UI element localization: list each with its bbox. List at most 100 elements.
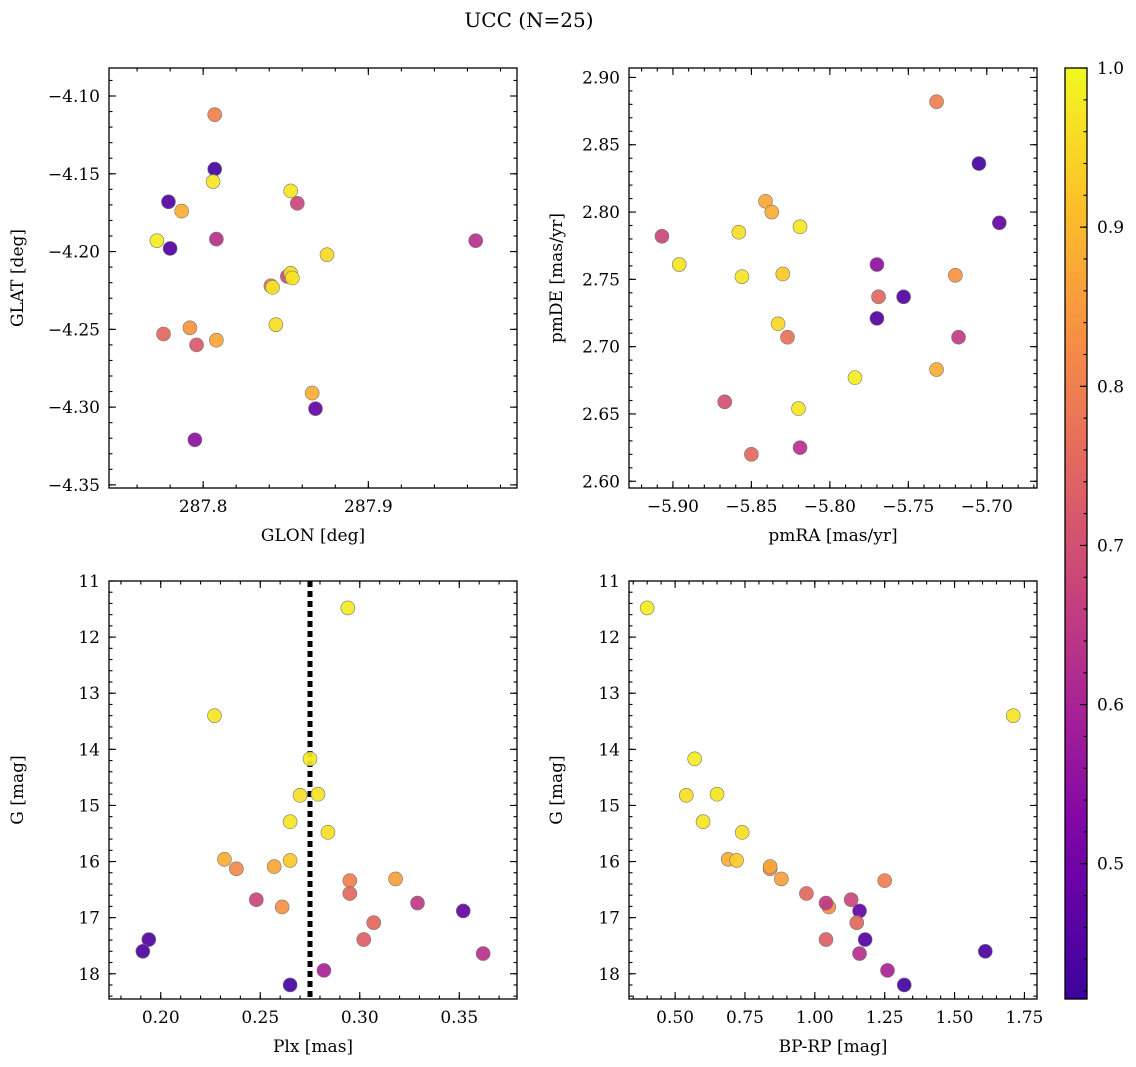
scatter-point [282,853,298,868]
y-tick-label: 2.75 [582,270,620,290]
scatter-point [268,317,284,332]
scatter-point [896,289,911,305]
x-tick-label: 287.9 [344,497,393,517]
scatter-point [847,370,863,385]
scatter-point [717,394,733,410]
x-tick-label: 287.8 [179,497,228,517]
x-tick-label: 1.25 [866,1008,904,1028]
scatter-point [744,447,759,462]
scatter-point [410,895,425,911]
scatter-point [877,873,892,888]
minor-ticks [109,68,517,488]
x-tick-label: 1.50 [936,1008,974,1028]
scatter-point [265,280,280,295]
colorbar-tick-label: 0.6 [1097,696,1124,716]
scatter-point [468,233,484,248]
figure-title: UCC (N=25) [464,8,593,32]
scatter-point [764,204,780,220]
plot-frame [628,580,1038,1000]
scatter-point [205,174,221,189]
scatter-point [869,311,885,326]
scatter-point [929,362,944,377]
scatter-points [149,107,484,448]
scatter-point [162,241,178,256]
y-tick-label: 2.60 [582,472,620,492]
scatter-point [731,224,747,240]
scatter-point [282,814,298,830]
y-tick-label: 12 [78,628,100,648]
y-axis-label: GLAT [deg] [8,229,28,327]
colorbar-frame [1064,67,1088,1000]
scatter-point [687,751,702,767]
scatter-point [639,600,655,616]
scatter-point [342,886,358,901]
scatter-point [992,215,1007,231]
y-tick-label: 2.70 [582,338,620,358]
scatter-point [734,269,750,284]
scatter-point [792,440,808,455]
subplot-4: 0.50 0.75 1.00 1.25 1.50 1.75 11 12 13 14 15 16 17 18… [547,572,1043,1057]
scatter-points [654,94,1007,462]
scatter-point [896,977,912,993]
y-tick-label: 17 [598,909,620,929]
y-tick-label: 2.90 [582,68,620,88]
subplot-3: 0.20 0.25 0.30 0.35 11 12 13 14 15 16 17 18 Plx [mas… [8,572,518,1057]
scatter-point [852,946,867,961]
y-tick-label: −4.30 [48,398,100,418]
subplot-2: −5.90 −5.85 −5.80 −5.75 −5.70 2.60 2.65 2.70 2.7… [547,67,1038,546]
scatter-point [475,946,491,961]
y-tick-label: 17 [78,909,100,929]
colorbar: 0.5 0.6 0.7 0.8 0.9 1.0 [1064,59,1124,1000]
scatter-point [734,825,750,840]
scatter-point [290,196,305,211]
y-tick-label: 11 [78,572,100,592]
scatter-point [843,892,859,907]
y-tick-label: 2.65 [582,405,620,425]
x-axis-label: pmRA [mas/yr] [768,526,897,546]
x-tick-label: −5.80 [804,497,856,517]
scatter-point [929,94,944,109]
colorbar-tick-label: 1.0 [1097,59,1124,79]
scatter-point [758,193,773,209]
y-tick-label: −4.35 [48,476,100,496]
colorbar-tick-label: 0.9 [1097,218,1124,238]
scatter-point [207,708,222,723]
y-tick-label: 11 [598,572,620,592]
scatter-point [671,257,687,272]
scatter-point [799,886,814,901]
x-tick-label: 1.00 [796,1008,834,1028]
scatter-point [149,233,165,248]
scatter-points [639,600,1021,993]
scatter-point [654,228,670,244]
subplot-grid: 287.8 287.9 −4.35 −4.30 −4.25 −4.20 −4.15 −4.10… [8,67,1043,1057]
x-tick-label: −5.70 [961,497,1013,517]
x-axis-label: BP-RP [mag] [779,1037,888,1057]
x-tick-label: 0.35 [440,1008,478,1028]
scatter-point [1005,708,1021,723]
subplot-1: 287.8 287.9 −4.35 −4.30 −4.25 −4.20 −4.15 −4.10… [8,67,518,546]
y-tick-label: 16 [598,853,620,873]
scatter-points [135,581,491,999]
scatter-point [141,932,157,947]
x-tick-label: 0.30 [341,1008,379,1028]
scatter-point [285,270,300,286]
scatter-point [209,231,224,247]
scatter-point [304,385,320,401]
scatter-point [340,600,356,616]
scatter-point [366,915,382,930]
y-tick-label: 14 [78,740,100,760]
y-tick-label: 18 [78,965,100,985]
x-tick-label: −5.90 [647,497,699,517]
y-tick-label: 2.80 [582,203,620,223]
scatter-point [229,861,244,877]
scatter-point [189,337,204,353]
scatter-point [320,825,336,840]
y-tick-label: 15 [598,796,620,816]
scatter-point [187,432,203,448]
y-tick-label: 18 [598,965,620,985]
y-tick-label: 12 [598,628,620,648]
x-axis-label: Plx [mas] [273,1037,353,1057]
scatter-point [849,915,865,930]
scatter-point [880,963,895,978]
scatter-point [302,751,318,767]
